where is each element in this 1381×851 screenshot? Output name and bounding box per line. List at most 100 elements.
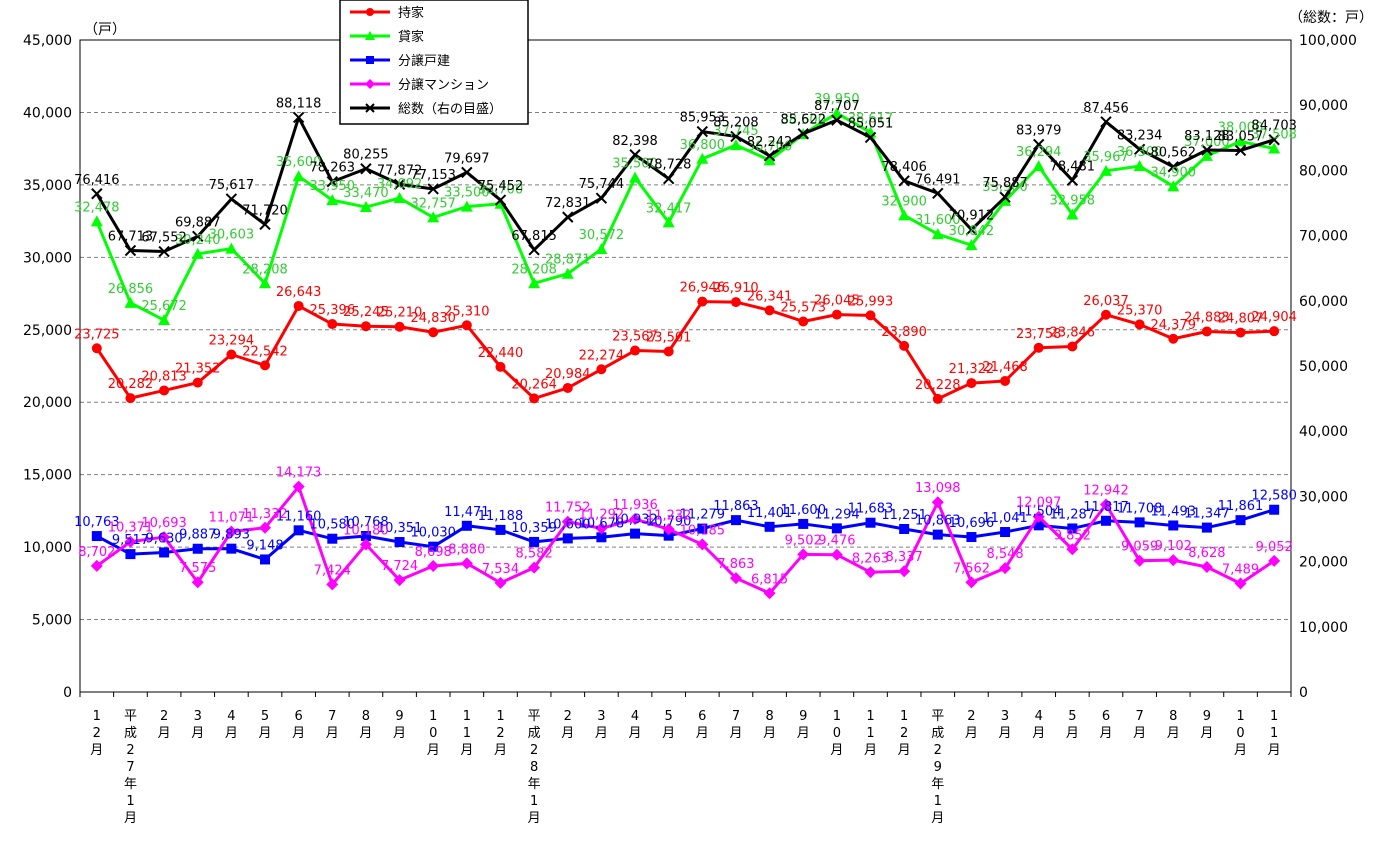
point-mochiie [1067, 341, 1078, 352]
point-kashiya [763, 154, 776, 166]
data-label-mochiie: 21,468 [982, 360, 1028, 375]
point-kashiya [225, 242, 238, 254]
data-label-mochiie: 26,045 [814, 294, 860, 309]
left-tick-label: 20,000 [23, 395, 72, 411]
point-bunjo-mansion [1167, 554, 1180, 567]
series-bunjo-kodate [91, 504, 1280, 565]
data-label-bunjo-kodate: 10,763 [74, 515, 120, 530]
point-bunjo-kodate [1067, 523, 1078, 534]
data-label-bunjo-mansion: 9,059 [1121, 540, 1158, 555]
data-label-kashiya: 33,500 [444, 186, 490, 201]
point-mochiie [495, 361, 506, 372]
point-mochiie [562, 382, 573, 393]
data-label-total: 78,263 [310, 161, 356, 176]
data-label-kashiya: 32,478 [74, 200, 120, 215]
point-total [965, 223, 978, 236]
point-bunjo-mansion [561, 515, 574, 528]
data-label-kashiya: 35,600 [276, 155, 322, 170]
point-kashiya [999, 194, 1012, 206]
point-bunjo-kodate [1168, 520, 1179, 531]
point-kashiya [1032, 160, 1045, 172]
data-label-mochiie: 25,396 [310, 303, 356, 318]
point-kashiya [629, 171, 642, 183]
category-tick-label: 平成 2 8 年 1 月 [528, 709, 541, 826]
data-label-bunjo-kodate: 9,517 [112, 533, 149, 548]
right-tick-label: 20,000 [1299, 555, 1348, 571]
point-kashiya [326, 194, 339, 206]
data-label-bunjo-mansion: 8,880 [448, 542, 485, 557]
legend-marker [366, 56, 374, 64]
data-label-total: 85,953 [680, 111, 726, 126]
data-label-mochiie: 22,542 [242, 344, 288, 359]
data-label-total: 85,208 [713, 115, 759, 130]
point-mochiie [1269, 326, 1280, 337]
point-total [1133, 143, 1146, 156]
point-bunjo-mansion [898, 565, 911, 578]
point-total [1066, 174, 1079, 187]
data-label-bunjo-mansion: 8,263 [852, 551, 889, 566]
series-layer [90, 107, 1281, 600]
data-label-mochiie: 25,310 [444, 304, 490, 319]
point-bunjo-mansion [696, 538, 709, 551]
legend-item-bunjo-mansion: 分譲マンション [350, 77, 489, 93]
point-total [259, 218, 271, 231]
point-bunjo-mansion [259, 521, 272, 534]
point-kashiya [259, 277, 272, 289]
data-label-kashiya: 34,900 [1151, 165, 1197, 180]
point-total [662, 172, 675, 185]
point-kashiya [729, 139, 742, 151]
data-label-total: 88,118 [276, 96, 322, 111]
point-total [898, 175, 910, 187]
data-label-bunjo-mansion: 11,332 [242, 507, 288, 522]
point-bunjo-mansion [1032, 510, 1045, 523]
data-label-mochiie: 24,904 [1251, 310, 1297, 325]
right-unit-label: （総数：戸） [1289, 10, 1373, 26]
point-bunjo-mansion [158, 531, 171, 544]
data-label-bunjo-kodate: 10,932 [612, 513, 658, 528]
data-label-bunjo-mansion: 7,863 [717, 557, 754, 572]
point-mochiie [327, 319, 338, 330]
data-label-bunjo-kodate: 12,580 [1251, 489, 1297, 504]
legend-label: 分譲戸建 [398, 53, 450, 69]
point-bunjo-kodate [529, 536, 540, 547]
legend-item-total: 総数（右の目盛） [350, 102, 502, 117]
data-label-bunjo-mansion: 9,052 [1256, 540, 1293, 555]
point-mochiie [899, 340, 910, 351]
left-tick-label: 45,000 [23, 33, 72, 49]
series-kashiya [90, 107, 1281, 326]
data-label-bunjo-kodate: 11,294 [814, 507, 860, 522]
point-bunjo-kodate [1134, 517, 1145, 528]
point-mochiie [798, 316, 809, 327]
point-bunjo-mansion [359, 538, 372, 551]
point-total [595, 192, 608, 204]
data-label-bunjo-mansion: 8,548 [986, 547, 1023, 562]
data-label-total: 84,703 [1251, 119, 1297, 134]
data-label-mochiie: 26,037 [1083, 294, 1129, 309]
point-bunjo-mansion [1200, 560, 1213, 573]
point-bunjo-kodate [865, 517, 876, 528]
data-label-kashiya: 36,700 [747, 139, 793, 154]
data-label-kashiya: 38,617 [848, 111, 894, 126]
data-label-bunjo-mansion: 7,562 [953, 561, 990, 576]
point-bunjo-kodate [730, 515, 741, 526]
data-label-kashiya: 35,967 [1083, 150, 1129, 165]
data-label-mochiie: 26,341 [747, 289, 793, 304]
data-label-total: 82,242 [747, 135, 793, 150]
data-label-total: 76,416 [74, 173, 120, 188]
legend-marker [365, 103, 375, 113]
point-bunjo-mansion [225, 525, 238, 538]
data-label-bunjo-mansion: 11,232 [646, 508, 692, 523]
point-bunjo-mansion [460, 557, 473, 570]
point-kashiya [158, 314, 171, 326]
legend-item-mochiie: 持家 [350, 5, 424, 21]
point-bunjo-mansion [427, 559, 440, 572]
